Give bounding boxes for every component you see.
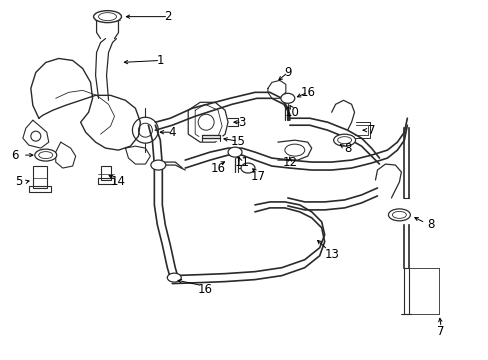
Text: 8: 8: [427, 218, 434, 231]
Text: 8: 8: [343, 141, 350, 155]
Ellipse shape: [93, 11, 121, 23]
Text: 11: 11: [234, 156, 249, 168]
Text: 3: 3: [238, 116, 245, 129]
Ellipse shape: [35, 149, 57, 161]
Text: 4: 4: [168, 126, 176, 139]
Text: 6: 6: [11, 149, 19, 162]
Ellipse shape: [151, 160, 165, 170]
Text: 9: 9: [284, 66, 291, 79]
Text: 7: 7: [437, 325, 444, 338]
Text: 10: 10: [284, 106, 299, 119]
Text: 16: 16: [300, 86, 315, 99]
Ellipse shape: [333, 134, 355, 146]
Text: 1: 1: [156, 54, 164, 67]
Text: 12: 12: [282, 156, 297, 168]
Text: 5: 5: [15, 175, 22, 189]
Ellipse shape: [241, 163, 254, 173]
Text: 15: 15: [230, 135, 245, 148]
Text: 2: 2: [164, 10, 172, 23]
Ellipse shape: [227, 147, 242, 157]
Bar: [101, 166, 110, 180]
Ellipse shape: [167, 273, 181, 282]
Ellipse shape: [280, 93, 294, 103]
Text: 14: 14: [111, 175, 126, 189]
Bar: [33, 166, 47, 188]
Text: 7: 7: [367, 124, 374, 137]
Text: 16: 16: [197, 283, 212, 296]
Bar: [29, 186, 51, 192]
Text: 13: 13: [324, 248, 338, 261]
Text: 17: 17: [250, 170, 265, 183]
Ellipse shape: [387, 209, 409, 221]
Text: 16: 16: [210, 162, 225, 175]
Bar: [98, 178, 113, 184]
